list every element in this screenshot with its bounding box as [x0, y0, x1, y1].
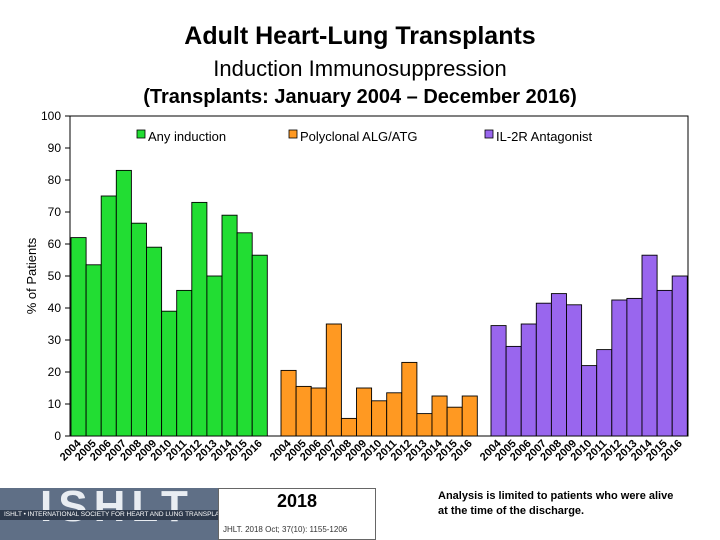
- bar-polyclonal-alg-atg-2006: [310, 387, 327, 437]
- bar-il-2r-antagonist-2015: [656, 289, 673, 437]
- bar-polyclonal-alg-atg-2014: [431, 395, 448, 437]
- bar-any-induction-2015: [236, 232, 253, 437]
- report-year: 2018: [276, 491, 318, 511]
- bar-any-induction-2014: [221, 214, 238, 437]
- bar-polyclonal-alg-atg-2004: [280, 369, 297, 437]
- y-tick-label: 100: [41, 109, 61, 123]
- y-tick-label: 90: [48, 141, 62, 155]
- y-axis-label: % of Patients: [24, 237, 39, 314]
- bar-polyclonal-alg-atg-2013: [416, 413, 433, 437]
- bar-il-2r-antagonist-2014: [641, 254, 658, 437]
- bar-polyclonal-alg-atg-2009: [356, 387, 373, 437]
- bar-polyclonal-alg-atg-2010: [371, 400, 388, 437]
- journal-citation: JHLT. 2018 Oct; 37(10): 1155-1206: [223, 525, 348, 534]
- legend-label-3: IL-2R Antagonist: [496, 129, 593, 144]
- bar-any-induction-2013: [206, 275, 223, 437]
- y-tick-label: 60: [48, 237, 62, 251]
- legend-swatch-2: [288, 129, 298, 139]
- bar-polyclonal-alg-atg-2016: [461, 395, 478, 437]
- bar-any-induction-2010: [161, 310, 178, 437]
- bar-polyclonal-alg-atg-2008: [340, 417, 357, 437]
- bar-polyclonal-alg-atg-2011: [386, 392, 403, 437]
- y-tick-label: 20: [48, 365, 62, 379]
- bar-any-induction-2007: [115, 169, 132, 437]
- y-tick-label: 30: [48, 333, 62, 347]
- logo-strip: ISHLT • INTERNATIONAL SOCIETY FOR HEART …: [0, 510, 218, 520]
- bar-polyclonal-alg-atg-2015: [446, 406, 463, 437]
- legend-label-2: Polyclonal ALG/ATG: [300, 129, 418, 144]
- chart-date-range: (Transplants: January 2004 – December 20…: [143, 86, 577, 108]
- bar-il-2r-antagonist-2009: [566, 304, 583, 437]
- bar-any-induction-2006: [100, 195, 117, 437]
- bar-il-2r-antagonist-2011: [596, 349, 613, 437]
- y-tick-label: 10: [48, 397, 62, 411]
- bar-polyclonal-alg-atg-2007: [325, 323, 342, 437]
- bar-any-induction-2008: [130, 222, 147, 437]
- chart-subtitle: Induction Immunosuppression: [213, 56, 507, 81]
- citation-box: 2018 JHLT. 2018 Oct; 37(10): 1155-1206: [218, 488, 376, 540]
- bar-any-induction-2016: [251, 254, 268, 437]
- bar-il-2r-antagonist-2013: [626, 297, 643, 437]
- bar-any-induction-2012: [191, 201, 208, 437]
- bar-polyclonal-alg-atg-2012: [401, 361, 418, 437]
- bar-any-induction-2011: [176, 289, 193, 437]
- bar-il-2r-antagonist-2008: [550, 293, 567, 437]
- bar-any-induction-2004: [70, 237, 87, 437]
- bar-il-2r-antagonist-2012: [611, 299, 628, 437]
- bar-il-2r-antagonist-2005: [505, 345, 522, 437]
- y-tick-label: 80: [48, 173, 62, 187]
- bar-il-2r-antagonist-2007: [535, 302, 552, 437]
- bar-any-induction-2009: [146, 246, 163, 437]
- bar-il-2r-antagonist-2016: [671, 275, 688, 437]
- chart-title: Adult Heart-Lung Transplants: [184, 22, 536, 50]
- legend-label-1: Any induction: [148, 129, 226, 144]
- analysis-note: Analysis is limited to patients who were…: [438, 490, 674, 517]
- bar-il-2r-antagonist-2004: [490, 325, 507, 437]
- legend-swatch-3: [484, 129, 494, 139]
- logo-wordmark: ISHLT: [40, 488, 194, 532]
- bar-any-induction-2005: [85, 264, 102, 437]
- y-tick-label: 50: [48, 269, 62, 283]
- bar-polyclonal-alg-atg-2005: [295, 385, 312, 437]
- bar-il-2r-antagonist-2010: [581, 365, 598, 437]
- y-tick-label: 40: [48, 301, 62, 315]
- y-tick-label: 0: [54, 429, 61, 443]
- bar-il-2r-antagonist-2006: [520, 323, 537, 437]
- legend-swatch-1: [136, 129, 146, 139]
- y-tick-label: 70: [48, 205, 62, 219]
- ishlt-logo: ISHLT ISHLT • INTERNATIONAL SOCIETY FOR …: [0, 488, 218, 540]
